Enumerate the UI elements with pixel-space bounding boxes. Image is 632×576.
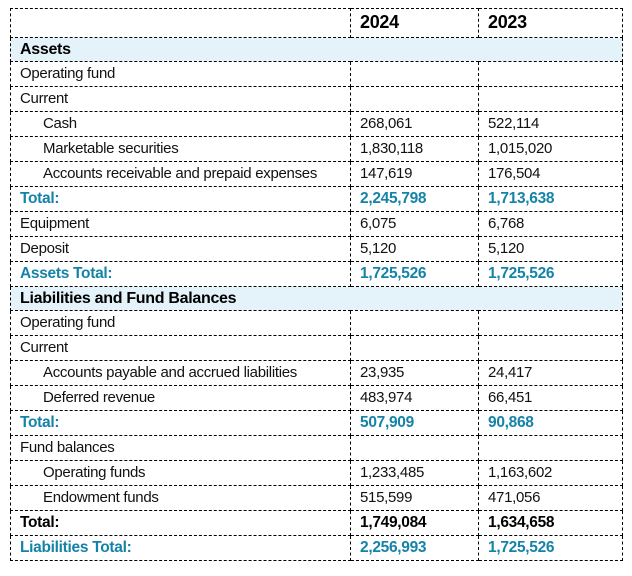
- value-2023: 5,120: [478, 236, 623, 262]
- value-2024: 1,749,084: [350, 510, 479, 536]
- column-header-2023: 2023: [478, 8, 623, 38]
- column-header-blank: [10, 8, 351, 38]
- row-deposit: Deposit 5,120 5,120: [10, 236, 623, 262]
- value-2023: [478, 335, 623, 361]
- value-2023: 471,056: [478, 485, 623, 511]
- row-label: Total:: [10, 510, 351, 536]
- value-2024: 23,935: [350, 360, 479, 386]
- row-marketable-securities: Marketable securities 1,830,118 1,015,02…: [10, 136, 623, 162]
- value-2023: [478, 435, 623, 461]
- row-equipment: Equipment 6,075 6,768: [10, 211, 623, 237]
- value-2023: 1,725,526: [478, 535, 623, 561]
- value-2023: [478, 86, 623, 112]
- row-fund-balances: Fund balances: [10, 435, 623, 461]
- value-2024: 515,599: [350, 485, 479, 511]
- row-label: Deposit: [10, 236, 351, 262]
- section-title: Assets: [10, 37, 623, 62]
- row-deferred-revenue: Deferred revenue 483,974 66,451: [10, 385, 623, 411]
- value-2023: 1,634,658: [478, 510, 623, 536]
- value-2024: 5,120: [350, 236, 479, 262]
- value-2024: 1,233,485: [350, 460, 479, 486]
- value-2024: 147,619: [350, 161, 479, 187]
- row-label: Operating fund: [10, 61, 351, 87]
- row-label: Accounts payable and accrued liabilities: [10, 360, 351, 386]
- value-2023: 1,015,020: [478, 136, 623, 162]
- value-2024: 2,256,993: [350, 535, 479, 561]
- value-2024: 1,830,118: [350, 136, 479, 162]
- row-label: Marketable securities: [10, 136, 351, 162]
- row-label: Current: [10, 335, 351, 361]
- row-current-liabilities-total: Total: 507,909 90,868: [10, 410, 623, 436]
- value-2024: 2,245,798: [350, 186, 479, 212]
- row-endowment-funds: Endowment funds 515,599 471,056: [10, 485, 623, 511]
- row-fund-balances-total: Total: 1,749,084 1,634,658: [10, 510, 623, 536]
- row-label: Cash: [10, 111, 351, 137]
- value-2024: [350, 86, 479, 112]
- row-label: Current: [10, 86, 351, 112]
- value-2024: 1,725,526: [350, 261, 479, 287]
- value-2024: [350, 335, 479, 361]
- section-header-assets: Assets: [10, 37, 623, 62]
- row-label: Endowment funds: [10, 485, 351, 511]
- value-2024: 507,909: [350, 410, 479, 436]
- row-label: Operating funds: [10, 460, 351, 486]
- value-2023: 522,114: [478, 111, 623, 137]
- value-2023: 1,725,526: [478, 261, 623, 287]
- balance-sheet-table: 2024 2023 Assets Operating fund Current …: [10, 8, 623, 561]
- row-label: Assets Total:: [10, 261, 351, 287]
- row-accounts-receivable: Accounts receivable and prepaid expenses…: [10, 161, 623, 187]
- value-2024: [350, 310, 479, 336]
- row-label: Total:: [10, 410, 351, 436]
- row-label: Deferred revenue: [10, 385, 351, 411]
- section-title: Liabilities and Fund Balances: [10, 286, 623, 311]
- row-label: Equipment: [10, 211, 351, 237]
- value-2023: [478, 61, 623, 87]
- section-header-liabilities: Liabilities and Fund Balances: [10, 286, 623, 311]
- value-2024: 6,075: [350, 211, 479, 237]
- row-current-liab: Current: [10, 335, 623, 361]
- row-label: Fund balances: [10, 435, 351, 461]
- row-label: Accounts receivable and prepaid expenses: [10, 161, 351, 187]
- value-2023: 1,163,602: [478, 460, 623, 486]
- value-2023: 6,768: [478, 211, 623, 237]
- row-label: Operating fund: [10, 310, 351, 336]
- row-assets-total: Assets Total: 1,725,526 1,725,526: [10, 261, 623, 287]
- value-2023: 176,504: [478, 161, 623, 187]
- value-2023: 66,451: [478, 385, 623, 411]
- header-row: 2024 2023: [10, 8, 623, 38]
- value-2023: 90,868: [478, 410, 623, 436]
- column-header-2024: 2024: [350, 8, 479, 38]
- value-2024: 483,974: [350, 385, 479, 411]
- value-2023: [478, 310, 623, 336]
- value-2023: 24,417: [478, 360, 623, 386]
- row-accounts-payable: Accounts payable and accrued liabilities…: [10, 360, 623, 386]
- row-current: Current: [10, 86, 623, 112]
- value-2024: [350, 435, 479, 461]
- value-2024: [350, 61, 479, 87]
- row-current-assets-total: Total: 2,245,798 1,713,638: [10, 186, 623, 212]
- row-operating-funds: Operating funds 1,233,485 1,163,602: [10, 460, 623, 486]
- row-label: Liabilities Total:: [10, 535, 351, 561]
- row-operating-fund: Operating fund: [10, 61, 623, 87]
- row-operating-fund-liab: Operating fund: [10, 310, 623, 336]
- row-liabilities-total: Liabilities Total: 2,256,993 1,725,526: [10, 535, 623, 561]
- value-2023: 1,713,638: [478, 186, 623, 212]
- row-label: Total:: [10, 186, 351, 212]
- value-2024: 268,061: [350, 111, 479, 137]
- row-cash: Cash 268,061 522,114: [10, 111, 623, 137]
